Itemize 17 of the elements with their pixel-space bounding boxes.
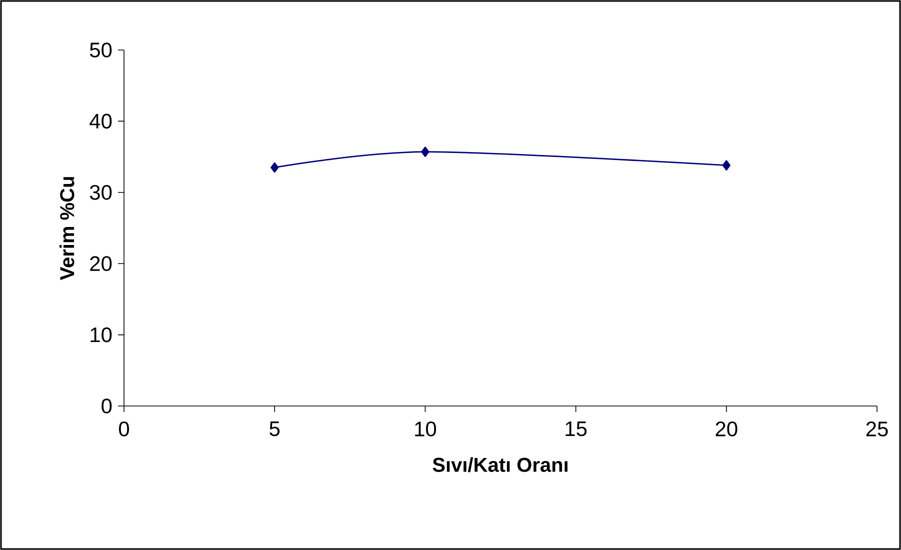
x-axis-title: Sıvı/Katı Oranı <box>432 457 568 472</box>
x-tick-label: 10 <box>415 422 436 436</box>
y-tick-label: 40 <box>90 114 112 129</box>
y-tick-label: 20 <box>90 256 112 272</box>
y-tick-label: 10 <box>90 327 112 342</box>
x-tick-label: 0 <box>118 422 130 436</box>
y-tick-label: 50 <box>90 42 112 58</box>
x-tick-label: 15 <box>566 422 587 436</box>
y-tick-label: 30 <box>90 184 112 200</box>
x-tick-label: 25 <box>866 422 888 436</box>
x-tick-label: 20 <box>716 422 738 436</box>
y-axis-title: Verim %Cu <box>60 177 74 280</box>
point <box>722 160 730 171</box>
x-tick-label: 5 <box>270 422 280 436</box>
y-tick-label: 0 <box>102 398 112 414</box>
point <box>421 146 430 158</box>
point <box>270 162 279 173</box>
